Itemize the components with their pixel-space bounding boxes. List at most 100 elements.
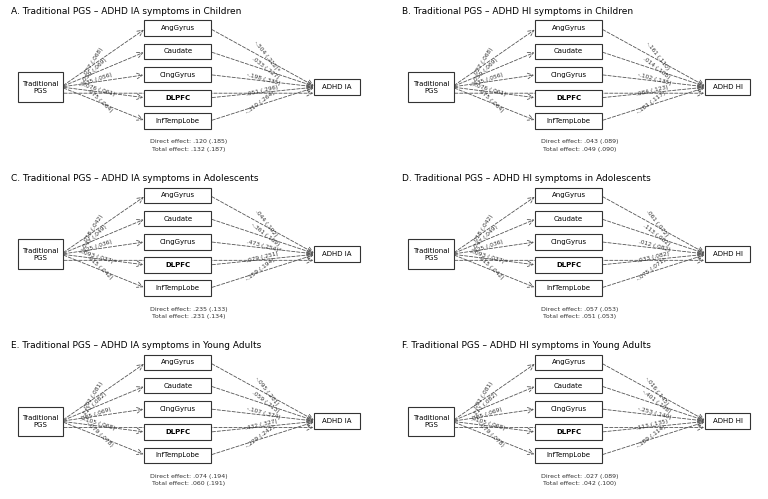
Text: Total effect: .132 (.187): Total effect: .132 (.187) [152,147,225,152]
FancyBboxPatch shape [535,90,602,106]
Text: -.095 (.201): -.095 (.201) [253,375,279,406]
Text: Traditional
PGS: Traditional PGS [412,248,449,260]
Text: -.105 (.068): -.105 (.068) [472,417,506,431]
Text: -.035 (.056): -.035 (.056) [469,72,503,88]
FancyBboxPatch shape [314,79,359,95]
Text: Total effect: .051 (.053): Total effect: .051 (.053) [543,314,616,319]
Text: -.105 (.068): -.105 (.068) [81,417,115,431]
Text: InfTempLobe: InfTempLobe [156,452,200,458]
FancyBboxPatch shape [18,72,63,102]
Text: AngGyrus: AngGyrus [161,25,195,31]
Text: -.504 (.212)*: -.504 (.212)* [253,40,280,73]
Text: .027 (.068): .027 (.068) [82,46,104,76]
FancyBboxPatch shape [314,413,359,430]
Text: -.253 (.140): -.253 (.140) [637,406,672,420]
FancyBboxPatch shape [535,20,602,36]
Text: InfTempLobe: InfTempLobe [547,452,591,458]
Text: C. Traditional PGS – ADHD IA symptoms in Adolescents: C. Traditional PGS – ADHD IA symptoms in… [12,174,259,183]
Text: DLPFC: DLPFC [556,95,581,101]
FancyBboxPatch shape [535,44,602,59]
Text: InfTempLobe: InfTempLobe [156,285,200,291]
Text: Total effect: .042 (.100): Total effect: .042 (.100) [543,482,616,487]
FancyBboxPatch shape [144,378,211,393]
Text: Direct effect: .027 (.089): Direct effect: .027 (.089) [541,474,618,479]
FancyBboxPatch shape [535,401,602,417]
Text: .018 (.042): .018 (.042) [82,213,104,244]
Text: -.025 (.036): -.025 (.036) [78,239,113,255]
FancyBboxPatch shape [535,234,602,250]
Text: .085 (.069): .085 (.069) [470,407,502,422]
Text: CingGyrus: CingGyrus [551,72,587,78]
Text: -.093 (.037)*: -.093 (.037)* [79,249,117,264]
Text: Traditional
PGS: Traditional PGS [412,80,449,93]
Text: F. Traditional PGS – ADHD HI symptoms in Young Adults: F. Traditional PGS – ADHD HI symptoms in… [402,341,651,350]
Text: AngGyrus: AngGyrus [161,192,195,198]
Text: CingGyrus: CingGyrus [160,72,196,78]
FancyBboxPatch shape [535,188,602,203]
Text: .432 (.327): .432 (.327) [245,419,278,431]
Text: .033 (.227): .033 (.227) [251,56,280,80]
Text: .015 (.042): .015 (.042) [86,254,114,280]
Text: -.033 (.082): -.033 (.082) [635,251,670,264]
FancyBboxPatch shape [144,234,211,250]
Text: .059 (.213): .059 (.213) [251,390,280,414]
Text: Direct effect: .120 (.185): Direct effect: .120 (.185) [150,139,227,144]
FancyBboxPatch shape [144,20,211,36]
Text: AngGyrus: AngGyrus [161,359,195,365]
Text: CingGyrus: CingGyrus [160,406,196,412]
Text: Traditional
PGS: Traditional PGS [22,80,58,93]
Text: InfTempLobe: InfTempLobe [156,118,200,124]
Text: -.181 (.117): -.181 (.117) [636,90,667,115]
FancyBboxPatch shape [144,401,211,417]
Text: CingGyrus: CingGyrus [160,239,196,245]
FancyBboxPatch shape [144,257,211,273]
FancyBboxPatch shape [18,240,63,269]
Text: .084 (.123): .084 (.123) [636,84,669,97]
Text: -.076 (.061): -.076 (.061) [81,82,115,97]
Text: Traditional
PGS: Traditional PGS [22,248,58,260]
Text: -.093 (.037)*: -.093 (.037)* [470,249,508,264]
Text: DLPFC: DLPFC [165,429,190,435]
Text: -.079 (.251): -.079 (.251) [244,251,280,264]
Text: .061 (.072): .061 (.072) [645,209,669,238]
FancyBboxPatch shape [535,378,602,393]
Text: .113 (.135): .113 (.135) [636,419,669,431]
FancyBboxPatch shape [314,246,359,262]
Text: Total effect: .049 (.090): Total effect: .049 (.090) [543,147,616,152]
Text: .018 (.042): .018 (.042) [473,213,495,244]
Text: -.361 (.169): -.361 (.169) [250,223,280,248]
Text: Direct effect: .074 (.194): Direct effect: .074 (.194) [150,474,227,479]
Text: .075 (.064): .075 (.064) [86,87,114,113]
FancyBboxPatch shape [409,240,454,269]
Text: Total effect: .060 (.191): Total effect: .060 (.191) [152,482,225,487]
Text: -.025 (.036): -.025 (.036) [469,239,503,255]
Text: .091 (.081): .091 (.081) [473,380,495,411]
Text: CingGyrus: CingGyrus [551,406,587,412]
Text: -.111 (.082): -.111 (.082) [80,391,108,419]
Text: .044 (.192): .044 (.192) [254,209,278,238]
Text: .014 (.108): .014 (.108) [642,56,670,80]
Text: -.111 (.082): -.111 (.082) [471,391,498,419]
Text: .113 (.082): .113 (.082) [642,223,670,247]
Text: .085 (.069): .085 (.069) [79,407,111,422]
Text: .473 (.254)*: .473 (.254)* [246,239,282,253]
Text: -.229 (.242): -.229 (.242) [245,424,276,449]
Text: E. Traditional PGS – ADHD IA symptoms in Young Adults: E. Traditional PGS – ADHD IA symptoms in… [12,341,262,350]
FancyBboxPatch shape [144,44,211,59]
Text: -.047 (.049): -.047 (.049) [470,224,498,252]
FancyBboxPatch shape [144,67,211,82]
FancyBboxPatch shape [144,280,211,296]
Text: AngGyrus: AngGyrus [551,192,586,198]
Text: .051 (.296): .051 (.296) [246,84,278,97]
Text: DLPFC: DLPFC [556,262,581,268]
Text: .027 (.068): .027 (.068) [473,46,495,76]
Text: ADHD IA: ADHD IA [323,84,352,90]
Text: DLPFC: DLPFC [556,429,581,435]
FancyBboxPatch shape [705,413,750,430]
Text: .015 (.042): .015 (.042) [477,254,504,280]
Text: -.189 (.114): -.189 (.114) [636,425,667,449]
Text: -.079 (.078): -.079 (.078) [476,421,505,448]
Text: B. Traditional PGS – ADHD HI symptoms in Children: B. Traditional PGS – ADHD HI symptoms in… [402,6,634,15]
FancyBboxPatch shape [409,407,454,436]
Text: Caudate: Caudate [554,216,583,222]
